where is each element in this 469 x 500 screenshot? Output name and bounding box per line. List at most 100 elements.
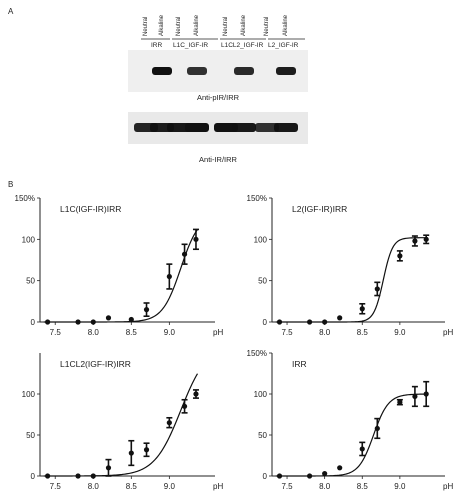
x-tick-label: 8.5 [357, 328, 369, 337]
y-tick-label: 50 [26, 431, 35, 440]
data-point [397, 253, 403, 259]
data-point [75, 473, 81, 479]
x-axis-label: pH [213, 482, 223, 491]
data-point [423, 391, 429, 397]
band-phospho-lane-6 [234, 67, 254, 75]
data-point [374, 286, 380, 292]
y-tick-label: 100 [254, 235, 268, 244]
y-tick-label: 0 [263, 318, 268, 327]
x-tick-label: 8.0 [319, 328, 331, 337]
data-point [322, 470, 328, 477]
data-point [181, 251, 188, 257]
plot-title: L2(IGF-IR)IRR [292, 204, 347, 214]
data-point [322, 319, 328, 325]
fit-curve [43, 373, 199, 477]
lane-labels: Neutral Alkaline Neutral Alkaline Neutral Alk… [143, 14, 289, 36]
x-tick-label: 9.0 [164, 328, 176, 337]
band-total-lane-7 [255, 123, 279, 132]
data-point [359, 306, 365, 312]
blot-total-bands [134, 123, 298, 132]
data-point [423, 236, 429, 242]
panel-a-letter: A [8, 7, 14, 16]
lane-label-alkaline: Alkaline [194, 14, 200, 36]
plot-l2-igf-ir-irr: 0 50 100 150% 7.5 8.0 8.5 9.0 pH L2(IGF-IR)IRR [247, 194, 454, 337]
x-tick-label: 7.5 [50, 482, 62, 491]
y-tick-label: 100 [254, 390, 268, 399]
data-point [105, 465, 112, 471]
data-point [276, 319, 283, 325]
data-point [337, 465, 343, 471]
lane-label-neutral: Neutral [264, 17, 270, 36]
y-tick-label: 150% [15, 194, 35, 203]
x-axis-label: pH [213, 328, 223, 337]
data-point [397, 399, 403, 405]
data-point [143, 447, 150, 453]
data-point [412, 393, 418, 400]
x-axis-label: pH [443, 482, 453, 491]
y-tick-label: 0 [31, 318, 36, 327]
y-tick-label: 50 [26, 277, 35, 286]
band-total-lane-5 [214, 123, 238, 132]
panel-b-letter: B [8, 180, 13, 189]
fit-curve [275, 237, 428, 323]
plot-l1c-igf-ir-irr: 0 50 100 150% 7.5 8.0 8.5 9.0 pH L1C(IGF-IR)IRR [15, 194, 224, 337]
band-total-lane-8 [274, 123, 298, 132]
band-phospho-lane-2 [152, 67, 172, 75]
x-tick-label: 8.5 [126, 328, 138, 337]
x-tick-label: 9.0 [164, 482, 176, 491]
data-point [75, 319, 81, 325]
band-phospho-lane-4 [187, 67, 207, 75]
x-tick-label: 8.5 [126, 482, 138, 491]
fit-curve [43, 229, 198, 323]
data-point [374, 425, 380, 432]
x-tick-label: 7.5 [50, 328, 62, 337]
y-tick-label: 50 [258, 277, 267, 286]
blot-total-caption: Anti-IR/IRR [199, 155, 238, 164]
data-point [193, 236, 199, 242]
group-label-l2: L2_IGF-IR [268, 42, 299, 49]
data-point [359, 446, 365, 452]
x-tick-label: 9.0 [394, 328, 406, 337]
data-point [307, 473, 313, 479]
data-point [128, 450, 134, 456]
y-tick-label: 150% [247, 194, 267, 203]
y-tick-label: 100 [22, 390, 36, 399]
data-point [45, 473, 51, 479]
plot-irr: 0 50 100 150% 7.5 8.0 8.5 9.0 pH IRR [247, 349, 454, 491]
lane-label-neutral: Neutral [223, 17, 229, 36]
y-tick-label: 0 [31, 472, 36, 481]
x-tick-label: 8.5 [357, 482, 369, 491]
lane-label-neutral: Neutral [143, 17, 149, 36]
blot-phospho-caption: Anti-pIR/IRR [197, 93, 240, 102]
data-point [45, 319, 51, 325]
y-tick-label: 50 [258, 431, 267, 440]
x-tick-label: 8.0 [319, 482, 331, 491]
group-label-l1cl2: L1CL2_IGF-IR [221, 42, 264, 49]
y-tick-label: 0 [263, 472, 268, 481]
data-point [181, 403, 188, 409]
x-tick-label: 9.0 [394, 482, 406, 491]
band-total-lane-6 [232, 123, 256, 132]
data-point [193, 391, 199, 397]
data-point [166, 273, 172, 280]
data-point [276, 473, 283, 479]
data-point [90, 473, 96, 479]
lane-label-alkaline: Alkaline [241, 14, 247, 36]
plot-l1cl2-igf-ir-irr: 0 50 100 7.5 8.0 8.5 9.0 pH L1CL2(IGF-IR)IRR [22, 353, 223, 491]
group-label-irr: IRR [151, 42, 163, 49]
data-point [128, 316, 134, 323]
plot-title: L1CL2(IGF-IR)IRR [60, 359, 131, 369]
data-point [166, 420, 172, 426]
x-tick-label: 7.5 [281, 328, 293, 337]
lane-label-alkaline: Alkaline [283, 14, 289, 36]
data-point [412, 238, 418, 244]
data-point [143, 307, 150, 313]
x-axis-label: pH [443, 328, 453, 337]
lane-label-neutral: Neutral [176, 17, 182, 36]
lane-label-alkaline: Alkaline [159, 14, 165, 36]
x-tick-label: 7.5 [281, 482, 293, 491]
data-point [105, 315, 112, 321]
y-tick-label: 100 [22, 235, 36, 244]
data-point [90, 319, 96, 325]
